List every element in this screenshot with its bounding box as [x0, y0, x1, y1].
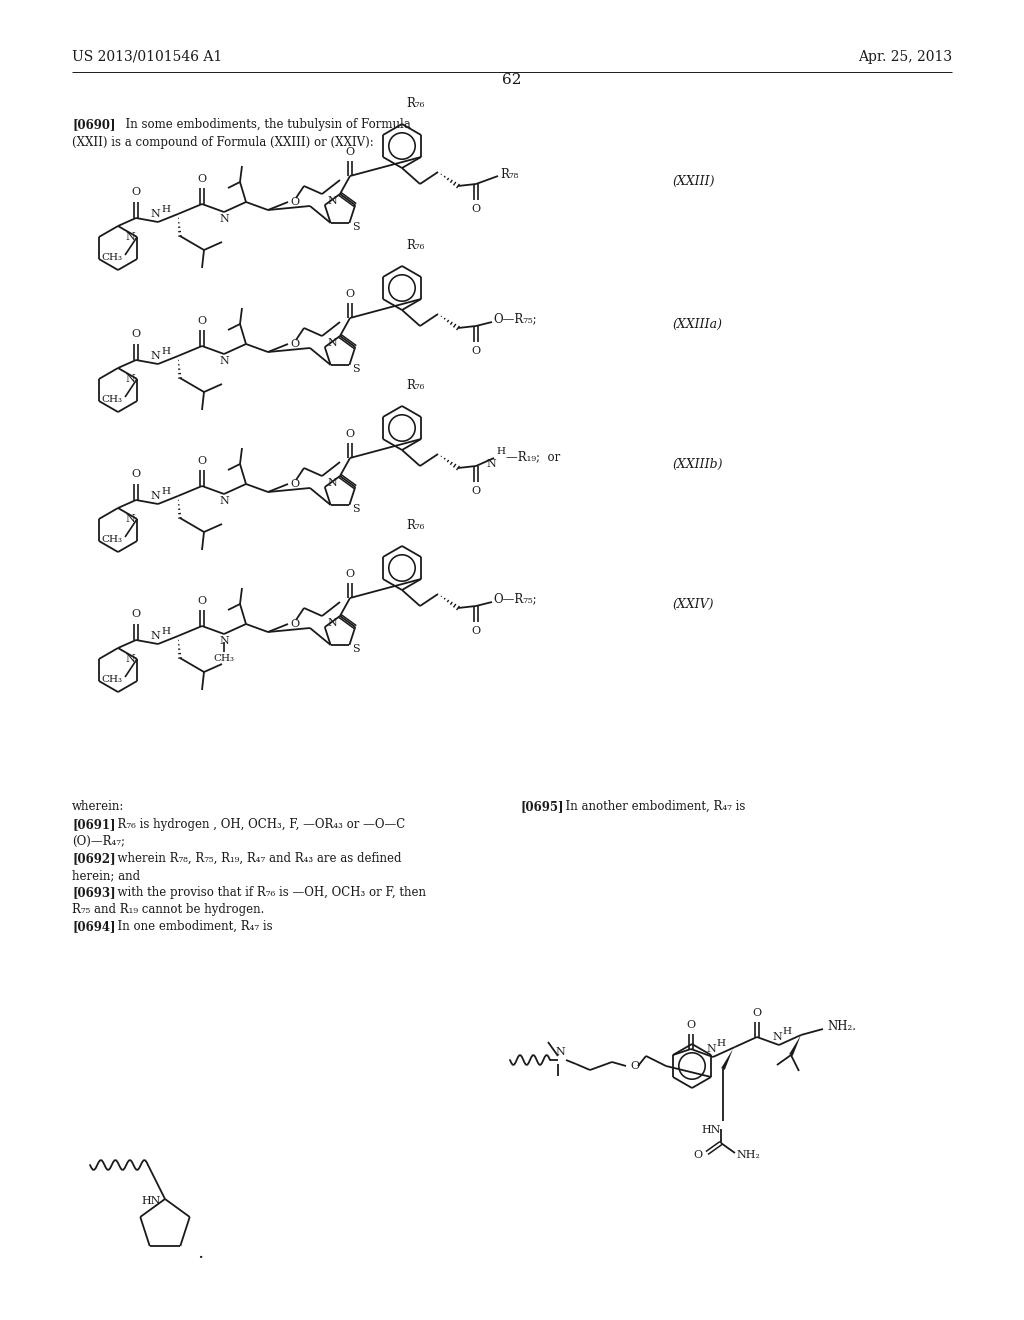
Text: N: N: [151, 209, 160, 219]
Text: HN: HN: [701, 1125, 721, 1135]
Text: N: N: [707, 1044, 716, 1053]
Text: wherein R₇₈, R₇₅, R₁₉, R₄₇ and R₄₃ are as defined: wherein R₇₈, R₇₅, R₁₉, R₄₇ and R₄₃ are a…: [110, 851, 401, 865]
Text: N: N: [219, 496, 229, 506]
Text: H: H: [717, 1039, 726, 1048]
Text: O: O: [345, 289, 354, 300]
Text: S: S: [352, 644, 360, 653]
Text: O: O: [290, 197, 299, 207]
Text: N: N: [328, 338, 338, 348]
Text: N: N: [219, 214, 229, 224]
Text: (XXIIIa): (XXIIIa): [672, 318, 722, 331]
Text: N: N: [328, 197, 338, 206]
Text: In another embodiment, R₄₇ is: In another embodiment, R₄₇ is: [558, 800, 745, 813]
Text: H: H: [161, 205, 170, 214]
Text: R₇₅ and R₁₉ cannot be hydrogen.: R₇₅ and R₁₉ cannot be hydrogen.: [72, 903, 264, 916]
Text: O: O: [131, 469, 140, 479]
Text: H: H: [161, 487, 170, 495]
Text: N: N: [555, 1047, 565, 1057]
Text: N: N: [328, 478, 338, 488]
Text: H: H: [161, 346, 170, 355]
Text: O: O: [345, 147, 354, 157]
Text: H: H: [783, 1027, 792, 1035]
Text: N: N: [125, 374, 135, 384]
Text: In some embodiments, the tubulysin of Formula: In some embodiments, the tubulysin of Fo…: [118, 117, 411, 131]
Text: with the proviso that if R₇₆ is —OH, OCH₃ or F, then: with the proviso that if R₇₆ is —OH, OCH…: [110, 886, 426, 899]
Text: N: N: [151, 631, 160, 642]
Text: (O)—R₄₇;: (O)—R₄₇;: [72, 836, 125, 847]
Text: N: N: [219, 636, 229, 645]
Text: R₇₆: R₇₆: [406, 379, 424, 392]
Text: O: O: [290, 339, 299, 348]
Text: O: O: [131, 329, 140, 339]
Text: wherein:: wherein:: [72, 800, 124, 813]
Text: [0690]: [0690]: [72, 117, 116, 131]
Text: R₇₆ is hydrogen , OH, OCH₃, F, —OR₄₃ or —O—C: R₇₆ is hydrogen , OH, OCH₃, F, —OR₄₃ or …: [110, 818, 406, 832]
Text: O: O: [198, 315, 207, 326]
Text: CH₃: CH₃: [101, 535, 122, 544]
Text: N: N: [125, 653, 135, 664]
Text: N: N: [151, 351, 160, 360]
Text: N: N: [772, 1032, 781, 1041]
Text: [0694]: [0694]: [72, 920, 116, 933]
Text: O: O: [694, 1150, 702, 1160]
Text: H: H: [161, 627, 170, 635]
Text: R₇₆: R₇₆: [406, 519, 424, 532]
Text: O: O: [686, 1020, 695, 1030]
Text: O: O: [290, 619, 299, 630]
Text: (XXIII): (XXIII): [672, 176, 715, 187]
Text: (XXIV): (XXIV): [672, 598, 714, 611]
Text: R₇₆: R₇₆: [406, 96, 424, 110]
Text: CH₃: CH₃: [213, 653, 234, 663]
Text: [0691]: [0691]: [72, 818, 116, 832]
Text: O: O: [131, 609, 140, 619]
Text: O: O: [345, 569, 354, 579]
Text: CH₃: CH₃: [101, 675, 122, 684]
Text: S: S: [352, 504, 360, 513]
Text: (XXIIIb): (XXIIIb): [672, 458, 723, 471]
Text: O—R₇₅;: O—R₇₅;: [493, 313, 537, 326]
Text: S: S: [352, 222, 360, 232]
Text: O: O: [198, 174, 207, 183]
Text: [0695]: [0695]: [520, 800, 563, 813]
Polygon shape: [790, 1035, 801, 1056]
Text: —R₁₉;  or: —R₁₉; or: [506, 450, 560, 463]
Text: O: O: [471, 626, 480, 636]
Text: Apr. 25, 2013: Apr. 25, 2013: [858, 50, 952, 63]
Text: US 2013/0101546 A1: US 2013/0101546 A1: [72, 50, 222, 63]
Text: O: O: [471, 205, 480, 214]
Text: O: O: [345, 429, 354, 440]
Text: NH₂.: NH₂.: [827, 1020, 856, 1034]
Text: [0692]: [0692]: [72, 851, 116, 865]
Text: R₇₈: R₇₈: [500, 169, 518, 181]
Text: N: N: [151, 491, 160, 502]
Text: R₇₆: R₇₆: [406, 239, 424, 252]
Text: N: N: [219, 356, 229, 366]
Text: O: O: [471, 346, 480, 356]
Polygon shape: [721, 1049, 733, 1071]
Text: O: O: [198, 597, 207, 606]
Text: CH₃: CH₃: [101, 252, 122, 261]
Text: O: O: [290, 479, 299, 488]
Text: N: N: [328, 618, 338, 628]
Text: 62: 62: [502, 73, 522, 87]
Text: CH₃: CH₃: [101, 395, 122, 404]
Text: (XXII) is a compound of Formula (XXIII) or (XXIV):: (XXII) is a compound of Formula (XXIII) …: [72, 136, 374, 149]
Text: In one embodiment, R₄₇ is: In one embodiment, R₄₇ is: [110, 920, 272, 933]
Text: O—R₇₅;: O—R₇₅;: [493, 593, 537, 606]
Text: N: N: [125, 513, 135, 524]
Text: NH₂: NH₂: [737, 1150, 761, 1160]
Text: S: S: [352, 364, 360, 374]
Text: O: O: [630, 1061, 639, 1071]
Text: O: O: [131, 187, 140, 197]
Text: H: H: [496, 446, 505, 455]
Text: O: O: [753, 1008, 762, 1018]
Text: [0693]: [0693]: [72, 886, 116, 899]
Text: HN: HN: [141, 1196, 161, 1206]
Text: N: N: [125, 232, 135, 242]
Text: .: .: [197, 1243, 203, 1262]
Text: O: O: [198, 455, 207, 466]
Text: N: N: [486, 459, 496, 469]
Text: O: O: [471, 486, 480, 496]
Text: herein; and: herein; and: [72, 869, 140, 882]
